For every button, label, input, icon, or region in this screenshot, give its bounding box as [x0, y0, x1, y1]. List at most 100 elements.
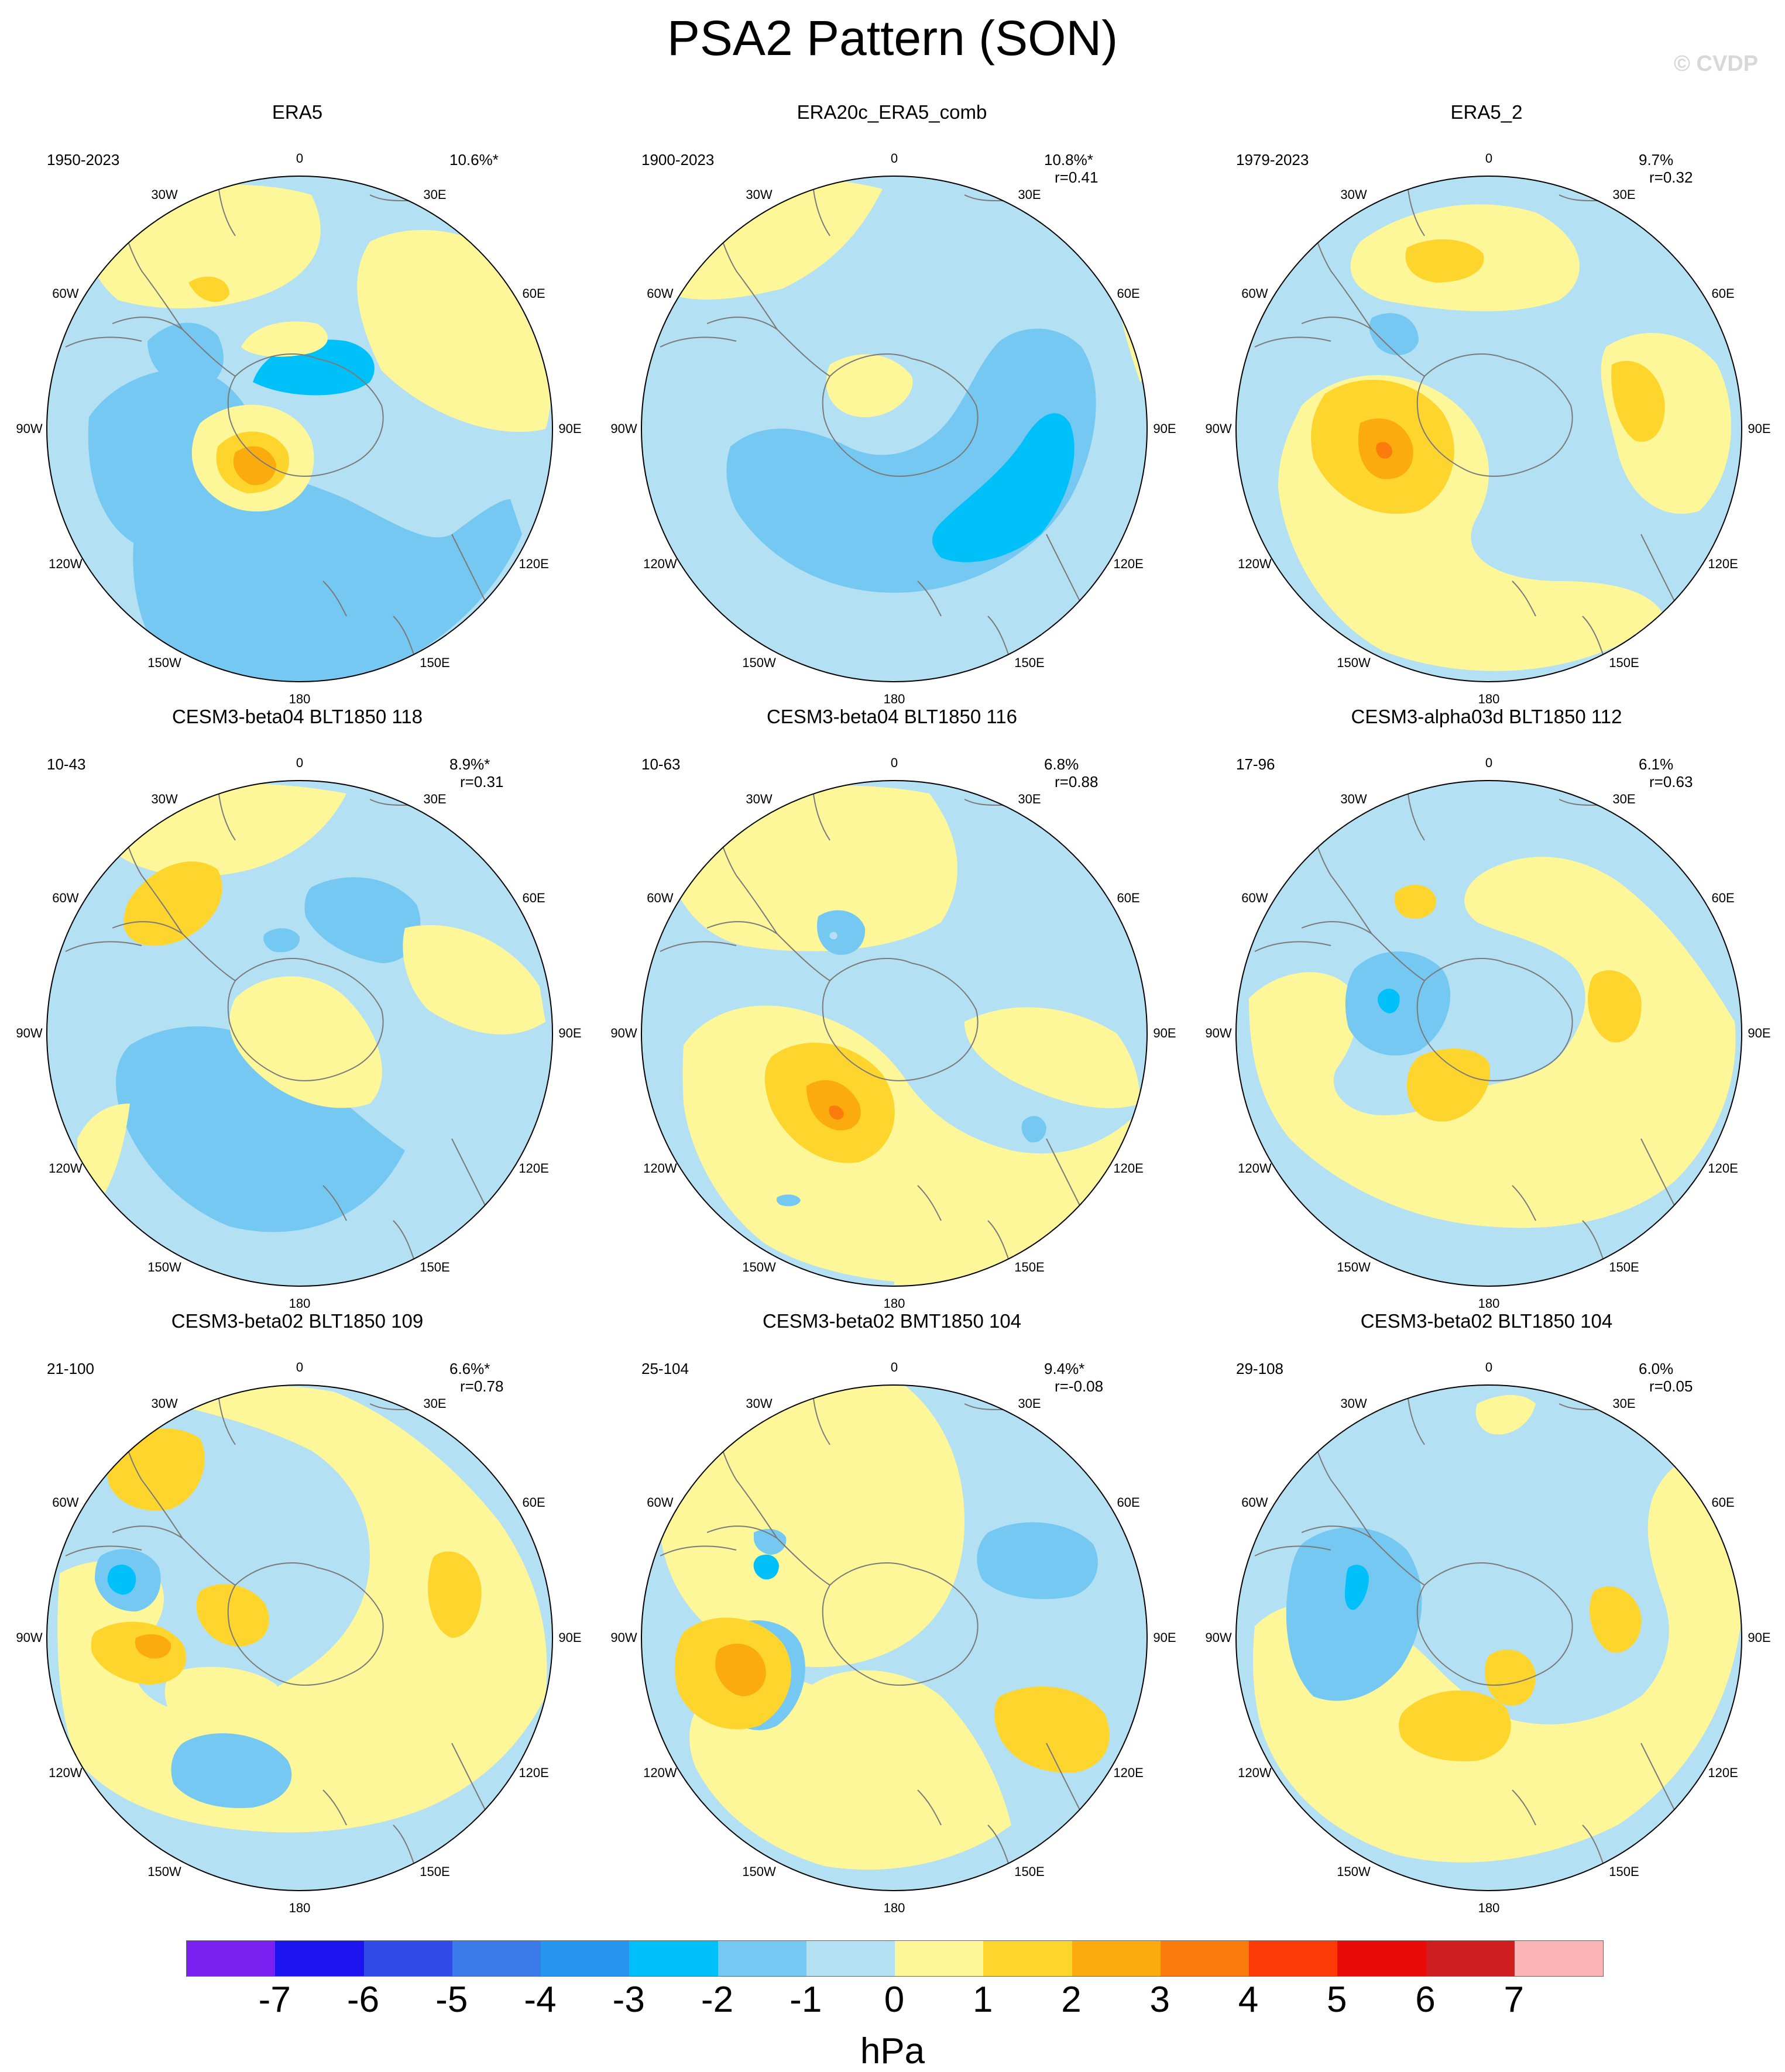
variance-explained: 6.1%	[1639, 755, 1674, 773]
longitude-label: 30E	[1018, 187, 1041, 202]
longitude-label: 120W	[49, 1765, 83, 1780]
pattern-correlation: r=0.41	[1055, 169, 1099, 186]
anomaly-contour	[1475, 1395, 1536, 1435]
year-range: 1979-2023	[1236, 151, 1309, 169]
polar-map	[641, 1384, 1148, 1891]
colorbar-tick-label: 0	[884, 1980, 905, 2020]
coastline	[1416, 1562, 1573, 1686]
longitude-label: 150W	[742, 1864, 776, 1879]
longitude-label: 90E	[558, 1026, 582, 1040]
longitude-label: 150E	[1609, 1260, 1639, 1275]
longitude-label: 180	[1478, 692, 1500, 706]
map-panel: ERA20c_ERA5_comb 1900-2023 10.8%* r=0.41 0 30…	[595, 99, 1189, 706]
longitude-label: 90W	[610, 1630, 637, 1645]
longitude-label: 120W	[643, 1161, 677, 1176]
map-panel: CESM3-beta04 BLT1850 116 10-63 6.8% r=0.88 0…	[595, 704, 1189, 1311]
longitude-label: 90E	[1153, 1630, 1176, 1645]
longitude-label: 90W	[1205, 1026, 1232, 1040]
longitude-label: 180	[1478, 1901, 1500, 1915]
colorbar-segment	[718, 1941, 806, 1976]
variance-explained: 8.9%*	[449, 755, 490, 773]
polar-map	[1235, 1384, 1742, 1891]
anomaly-contour	[233, 446, 276, 485]
anomaly-contour	[1405, 239, 1484, 283]
polar-map	[46, 176, 553, 682]
anomaly-contour	[1611, 360, 1665, 442]
map-boundary	[641, 780, 1148, 1287]
colorbar-tick-label: -2	[701, 1980, 734, 2020]
anomaly-contour	[133, 466, 522, 682]
anomaly-contour	[196, 1584, 269, 1647]
variance-explained: 6.6%*	[449, 1360, 490, 1377]
longitude-label: 150E	[1014, 1260, 1045, 1275]
longitude-label: 90W	[1205, 421, 1232, 436]
coastline	[1512, 1185, 1536, 1221]
anomaly-contour	[1590, 1586, 1642, 1653]
longitude-label: 120E	[1113, 556, 1144, 571]
anomaly-contour	[1376, 442, 1392, 459]
anomaly-contour	[829, 932, 837, 940]
longitude-label: 60W	[1241, 286, 1268, 301]
colorbar-unit: hPa	[860, 2031, 925, 2071]
colorbar-tick-label: -5	[435, 1980, 468, 2020]
longitude-label: 150W	[147, 1864, 181, 1879]
map-boundary	[641, 1384, 1148, 1891]
longitude-label: 90W	[610, 421, 637, 436]
map-boundary	[46, 176, 553, 682]
polar-map	[46, 1384, 553, 1891]
colorbar-tick-label: -1	[789, 1980, 822, 2020]
variance-explained: 6.0%	[1639, 1360, 1674, 1377]
coastline	[660, 336, 737, 348]
longitude-label: 90E	[1748, 1630, 1771, 1645]
longitude-label: 150E	[1609, 655, 1639, 671]
longitude-label: 60E	[1117, 286, 1140, 301]
anomaly-contour	[116, 1026, 405, 1232]
longitude-label: 90E	[558, 421, 582, 436]
longitude-label: 150W	[147, 1260, 181, 1275]
longitude-label: 60E	[522, 286, 545, 301]
anomaly-contour	[660, 1385, 964, 1667]
longitude-label: 30W	[151, 1396, 178, 1411]
anomaly-contour	[1484, 1650, 1536, 1706]
longitude-label: 120E	[1113, 1765, 1144, 1780]
longitude-label: 120W	[643, 1765, 677, 1780]
map-boundary	[46, 780, 553, 1287]
colorbar-segment	[629, 1941, 718, 1976]
longitude-label: 0	[890, 1360, 898, 1375]
longitude-label: 60W	[52, 286, 79, 301]
longitude-label: 180	[1478, 1296, 1500, 1311]
longitude-label: 30W	[1340, 791, 1367, 806]
longitude-label: 150E	[420, 1260, 450, 1275]
colorbar-segment	[187, 1941, 276, 1976]
longitude-label: 150E	[1014, 655, 1045, 671]
longitude-label: 30E	[423, 791, 447, 806]
anomaly-contour	[1378, 988, 1400, 1013]
panel-title: CESM3-beta02 BMT1850 104	[762, 1310, 1022, 1332]
longitude-label: 30W	[746, 1396, 773, 1411]
polar-map	[1235, 780, 1742, 1287]
variance-explained: 10.8%*	[1044, 151, 1093, 169]
coastline	[917, 580, 942, 617]
longitude-label: 0	[1485, 151, 1493, 166]
longitude-label: 150E	[420, 655, 450, 671]
anomaly-contour	[403, 925, 545, 1035]
coastline	[227, 353, 384, 477]
anomaly-contour	[123, 861, 222, 946]
longitude-label: 150W	[1337, 1260, 1371, 1275]
coastline	[917, 1185, 942, 1221]
colorbar-segment	[275, 1941, 364, 1976]
anomaly-contour	[263, 928, 300, 953]
anomaly-contour	[715, 1644, 766, 1696]
longitude-label: 90W	[1205, 1630, 1232, 1645]
longitude-label: 150W	[1337, 655, 1371, 671]
colorbar-segment	[541, 1941, 630, 1976]
anomaly-contour	[135, 1634, 171, 1659]
longitude-label: 150E	[1609, 1864, 1639, 1879]
map-panel: CESM3-beta04 BLT1850 118 10-43 8.9%* r=0.31…	[0, 704, 595, 1311]
panel-title: ERA20c_ERA5_comb	[797, 101, 987, 123]
anomaly-contour	[754, 1528, 787, 1555]
colorbar-tick-label: 2	[1061, 1980, 1082, 2020]
longitude-label: 90E	[1748, 1026, 1771, 1040]
coastline	[822, 958, 979, 1081]
longitude-label: 60W	[647, 891, 674, 905]
